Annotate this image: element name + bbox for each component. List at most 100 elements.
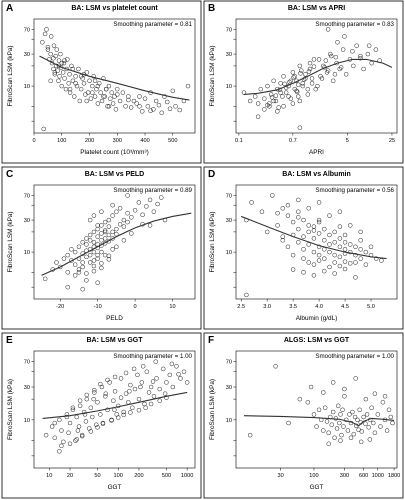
data-point bbox=[56, 58, 62, 63]
data-point bbox=[290, 252, 296, 258]
data-point bbox=[353, 252, 358, 258]
data-point bbox=[327, 264, 332, 270]
data-point bbox=[286, 420, 291, 426]
data-point bbox=[301, 234, 306, 239]
data-point bbox=[91, 249, 97, 255]
data-point bbox=[102, 228, 108, 233]
data-point bbox=[288, 78, 294, 84]
data-point bbox=[132, 386, 138, 392]
data-point bbox=[121, 238, 127, 243]
x-tick-label: 0.1 bbox=[235, 138, 243, 144]
data-point bbox=[128, 382, 133, 388]
data-point bbox=[95, 83, 101, 89]
data-point bbox=[342, 240, 348, 245]
data-point bbox=[325, 68, 331, 73]
data-point bbox=[102, 229, 108, 235]
data-point bbox=[99, 249, 104, 255]
data-point bbox=[314, 424, 319, 429]
data-point bbox=[51, 43, 57, 48]
smoothing-curve bbox=[243, 415, 395, 427]
data-point bbox=[130, 405, 135, 410]
y-tick-label: 10 bbox=[226, 250, 232, 256]
data-point bbox=[334, 426, 340, 431]
data-point bbox=[350, 409, 355, 415]
data-point bbox=[355, 417, 360, 423]
y-tick-label: 10 bbox=[226, 418, 232, 424]
data-point bbox=[342, 394, 347, 399]
data-point bbox=[80, 286, 85, 292]
data-point bbox=[311, 236, 317, 241]
data-point bbox=[81, 409, 87, 415]
data-point bbox=[142, 96, 148, 101]
data-point bbox=[363, 249, 369, 255]
smoothing-annotation: Smoothing parameter = 0.83 bbox=[315, 21, 394, 28]
data-point bbox=[342, 266, 348, 272]
data-point bbox=[103, 86, 109, 92]
data-point bbox=[176, 371, 181, 377]
data-point bbox=[332, 252, 337, 258]
x-tick-label: 500 bbox=[168, 138, 177, 144]
data-point bbox=[174, 364, 179, 369]
data-point bbox=[351, 63, 356, 69]
data-point bbox=[372, 391, 378, 396]
data-point bbox=[88, 96, 94, 101]
data-point bbox=[358, 238, 363, 243]
data-point bbox=[247, 98, 253, 104]
data-point bbox=[90, 90, 95, 95]
data-point bbox=[59, 428, 64, 433]
data-point bbox=[84, 236, 89, 241]
data-point bbox=[140, 212, 145, 218]
data-point bbox=[184, 380, 190, 385]
data-point bbox=[262, 107, 267, 112]
data-point bbox=[178, 376, 183, 381]
data-point bbox=[380, 400, 386, 405]
data-point bbox=[262, 96, 267, 101]
data-point bbox=[60, 70, 66, 75]
data-point bbox=[77, 398, 83, 403]
data-point bbox=[134, 101, 139, 106]
data-point bbox=[63, 86, 69, 92]
data-point bbox=[326, 441, 331, 446]
data-point bbox=[99, 265, 104, 271]
x-axis-label: PELD bbox=[106, 315, 123, 322]
data-point bbox=[335, 403, 341, 409]
x-tick-label: 100 bbox=[114, 473, 123, 479]
data-point bbox=[281, 74, 286, 79]
data-point bbox=[99, 261, 104, 266]
smoothing-curve bbox=[243, 58, 393, 96]
panel-border bbox=[1, 0, 202, 164]
plot-area bbox=[33, 350, 196, 469]
data-point bbox=[92, 78, 98, 84]
data-point bbox=[83, 92, 88, 97]
data-point bbox=[353, 376, 358, 381]
data-point bbox=[54, 47, 60, 52]
data-point bbox=[121, 217, 127, 223]
data-point bbox=[311, 224, 317, 229]
panel-letter: E bbox=[6, 335, 13, 346]
data-point bbox=[358, 256, 363, 261]
data-point bbox=[52, 70, 58, 75]
y-tick-label: 70 bbox=[226, 360, 232, 366]
data-point bbox=[337, 254, 343, 260]
data-point bbox=[41, 126, 46, 132]
data-points bbox=[244, 193, 384, 298]
data-point bbox=[110, 247, 115, 252]
data-point bbox=[294, 88, 299, 94]
data-point bbox=[151, 209, 157, 214]
y-tick-label: 70 bbox=[24, 27, 30, 33]
data-point bbox=[373, 47, 379, 52]
data-point bbox=[84, 254, 89, 260]
data-point bbox=[69, 258, 74, 263]
data-point bbox=[81, 81, 87, 86]
data-point bbox=[296, 209, 301, 214]
data-point bbox=[110, 202, 115, 208]
data-point bbox=[358, 229, 363, 235]
data-point bbox=[67, 72, 72, 77]
data-point bbox=[337, 66, 342, 72]
data-point bbox=[62, 58, 67, 63]
data-point bbox=[69, 63, 74, 69]
data-point bbox=[56, 78, 61, 84]
data-points bbox=[43, 359, 190, 454]
data-point bbox=[143, 405, 148, 410]
data-point bbox=[390, 420, 395, 426]
